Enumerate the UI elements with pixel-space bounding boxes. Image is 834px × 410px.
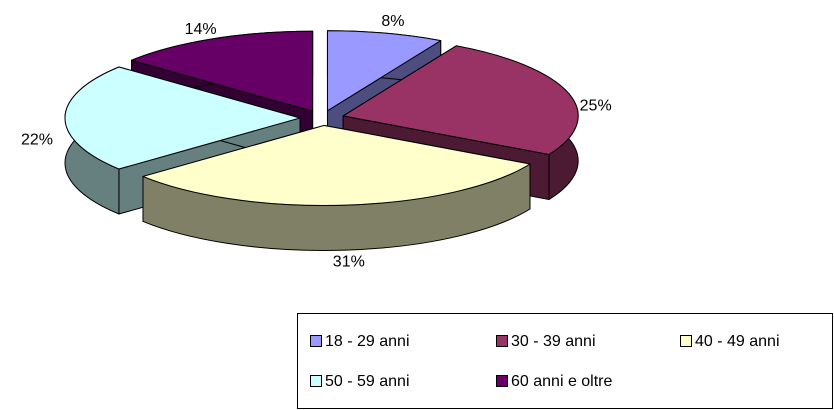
pie (64, 30, 579, 251)
slice-top (342, 45, 579, 155)
legend-label: 40 - 49 anni (695, 333, 780, 350)
data-label: 14% (185, 21, 217, 38)
legend-box (297, 313, 833, 409)
data-label: 22% (21, 132, 53, 149)
legend-label: 50 - 59 anni (325, 373, 410, 390)
legend-swatch (496, 335, 508, 347)
legend-swatch (310, 335, 322, 347)
legend-label: 60 anni e oltre (511, 373, 613, 390)
legend-swatch (310, 375, 322, 387)
pie-slice (142, 124, 531, 251)
data-label: 31% (333, 254, 365, 271)
legend-label: 30 - 39 anni (511, 333, 596, 350)
legend-label: 18 - 29 anni (325, 333, 410, 350)
legend-swatch (680, 335, 692, 347)
slice-top (64, 66, 301, 170)
data-label: 25% (580, 98, 612, 115)
data-label: 8% (381, 13, 404, 30)
slice-top (142, 124, 531, 206)
legend-swatch (496, 375, 508, 387)
slice-top (131, 30, 314, 112)
slice-top (326, 30, 442, 112)
